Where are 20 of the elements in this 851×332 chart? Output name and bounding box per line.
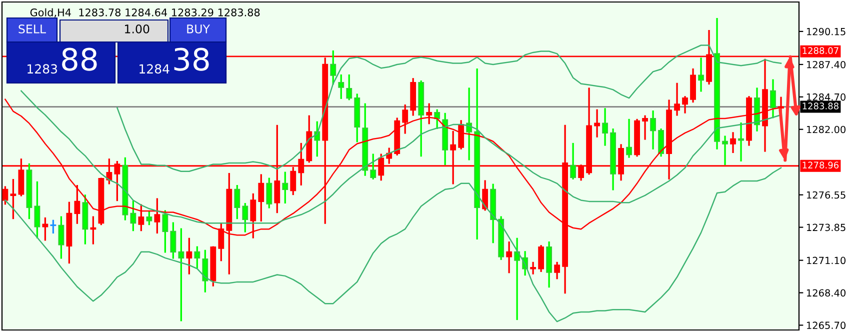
annotation: BUY bbox=[187, 24, 210, 34]
annotation: 1284 bbox=[140, 64, 170, 74]
annotation: 1283 bbox=[28, 64, 57, 74]
y-tick-label: 1268.40 bbox=[807, 289, 846, 297]
annotation: 1.00 bbox=[125, 24, 150, 34]
y-tick-label: 1273.85 bbox=[807, 224, 846, 232]
y-tick-label: 1271.10 bbox=[807, 256, 846, 264]
y-tick-label: 1287.40 bbox=[807, 60, 846, 68]
annotation: 38 bbox=[174, 48, 209, 71]
y-tick-label: 1284.70 bbox=[807, 93, 846, 101]
ref-line-label: 1283.88 bbox=[802, 102, 838, 110]
annotation: SELL bbox=[18, 24, 46, 34]
y-tick-label: 1290.15 bbox=[807, 28, 846, 36]
annotation: 88 bbox=[62, 48, 97, 71]
y-tick-label: 1276.55 bbox=[807, 191, 846, 199]
y-tick-label: 1282.00 bbox=[807, 126, 846, 134]
y-tick-label: 1265.70 bbox=[807, 322, 846, 330]
ref-line-label: 1288.07 bbox=[802, 47, 838, 54]
text: Gold,H4 1283.78 1284.64 1283.29 1283.88 bbox=[30, 8, 260, 18]
ref-line-label: 1278.96 bbox=[802, 162, 839, 168]
